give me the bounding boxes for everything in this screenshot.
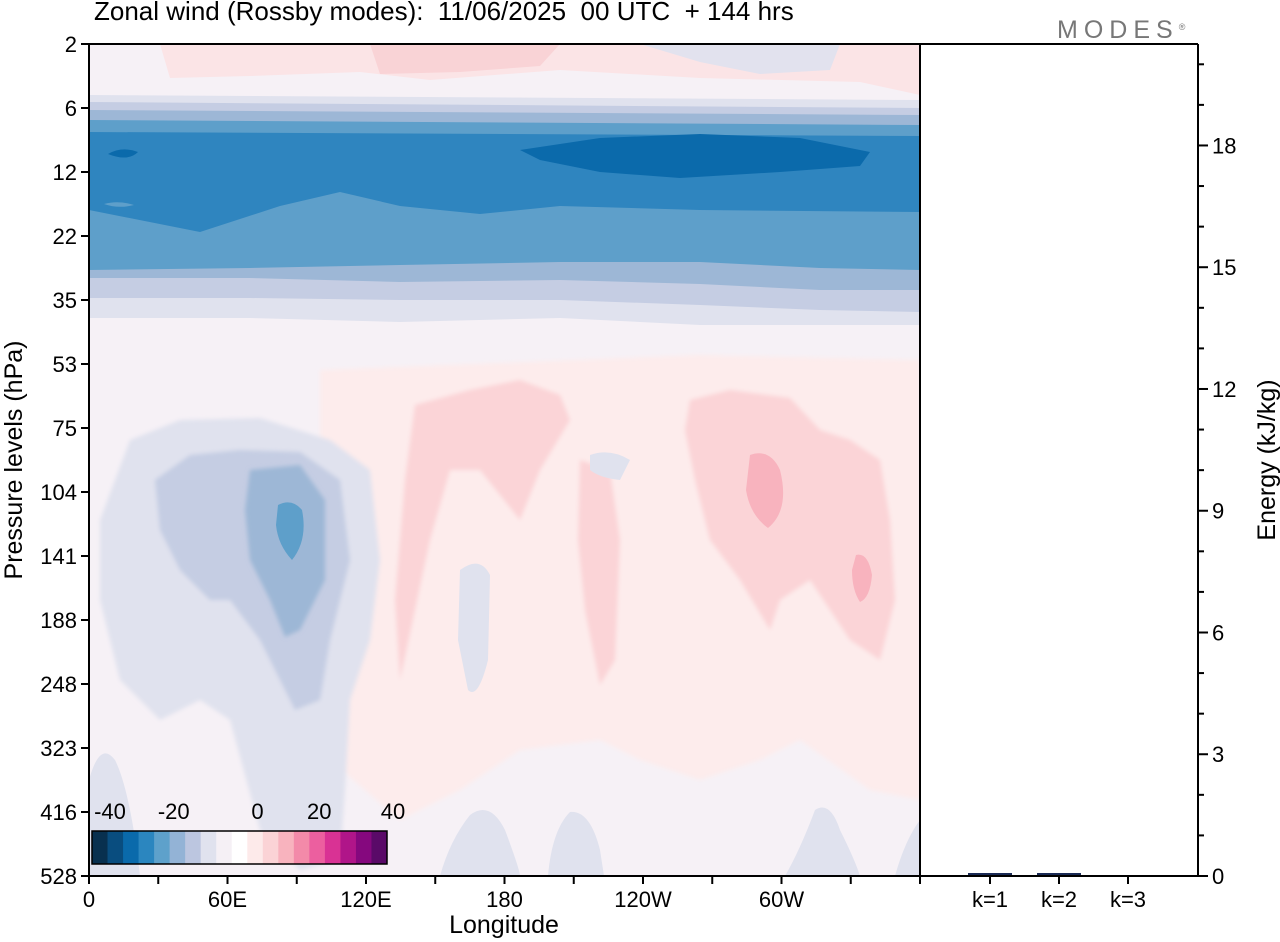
colorbar-swatch xyxy=(200,831,217,864)
energy-tick-label: 0 xyxy=(1212,864,1224,889)
contour-pos-core-2 xyxy=(852,554,872,602)
colorbar-swatch xyxy=(247,831,264,864)
contour-pos-mid-2 xyxy=(578,460,620,685)
colorbar-swatch xyxy=(340,831,357,864)
colorbar-swatch xyxy=(138,831,155,864)
y-tick-label: 528 xyxy=(40,864,77,889)
colorbar-swatch xyxy=(216,831,233,864)
x-tick-label: 180 xyxy=(486,887,523,912)
colorbar-swatch xyxy=(154,831,171,864)
contour-grey-bottom-1 xyxy=(440,810,520,876)
modes-logo: MODES® xyxy=(1057,16,1185,45)
colorbar-swatch xyxy=(231,831,248,864)
y-tick-label: 104 xyxy=(40,480,77,505)
energy-axis-title: Energy (kJ/kg) xyxy=(1253,379,1280,540)
energy-bar xyxy=(968,873,1012,875)
x-tick-label: 120E xyxy=(340,887,391,912)
energy-bar xyxy=(1037,873,1081,875)
y-tick-label: 188 xyxy=(40,608,77,633)
contour-pos-mid xyxy=(395,380,570,680)
y-axis-title: Pressure levels (hPa) xyxy=(0,341,28,580)
energy-tick-label: 12 xyxy=(1212,377,1236,402)
contour-grey-bottom-2 xyxy=(548,811,604,876)
energy-tick-label: 9 xyxy=(1212,499,1224,524)
x-tick-label: 60E xyxy=(208,887,247,912)
x-axis-title: Longitude xyxy=(449,911,559,939)
contour-grey-pocket-2 xyxy=(590,452,630,480)
registered-mark: ® xyxy=(1178,22,1186,32)
contour-neg-core xyxy=(276,502,304,560)
y-tick-label: 35 xyxy=(53,288,77,313)
x-tick-label: 0 xyxy=(83,887,95,912)
colorbar-swatch xyxy=(324,831,341,864)
x-tick-label: 60W xyxy=(759,887,804,912)
colorbar: -40 -20 0 20 40 xyxy=(91,799,405,865)
energy-tick-label: 3 xyxy=(1212,742,1224,767)
contour-jet-small-core-2 xyxy=(104,202,134,207)
contour-grey-bottom-3 xyxy=(785,807,860,876)
contour-pos-east xyxy=(685,390,895,660)
contour-grey-bottom-4 xyxy=(895,820,920,876)
contour-top-pink-core xyxy=(370,44,560,74)
colorbar-swatch xyxy=(293,831,310,864)
logo-text: MODES xyxy=(1057,16,1179,44)
y-tick-label: 75 xyxy=(53,416,77,441)
colorbar-swatch xyxy=(123,831,140,864)
contour-grey-pocket-1 xyxy=(458,563,490,692)
contour-pos-core-1 xyxy=(746,453,784,528)
pressure-axis: 2 6 12 22 35 53 75 104 141 188 248 323 416 528 xyxy=(40,32,89,889)
longitude-axis: 0 60E 120E 180 120W 60W xyxy=(83,876,921,912)
energy-tick-label: 15 xyxy=(1212,255,1236,280)
colorbar-label: 40 xyxy=(381,799,405,824)
bar-category-label: k=2 xyxy=(1041,887,1077,912)
colorbar-label: 20 xyxy=(307,799,331,824)
colorbar-label: 0 xyxy=(251,799,263,824)
energy-tick-label: 18 xyxy=(1212,133,1236,158)
colorbar-swatch xyxy=(278,831,295,864)
colorbar-swatch xyxy=(371,831,388,864)
energy-axis: 0 3 6 9 12 15 18 xyxy=(1198,63,1236,889)
colorbar-swatch xyxy=(262,831,279,864)
colorbar-swatch xyxy=(169,831,186,864)
colorbar-swatch xyxy=(355,831,372,864)
y-tick-label: 2 xyxy=(65,32,77,57)
energy-bars: k=1 k=2 k=3 xyxy=(968,873,1146,912)
zonal-wind-heatmap xyxy=(89,44,920,876)
colorbar-swatch xyxy=(185,831,202,864)
y-tick-label: 22 xyxy=(53,224,77,249)
y-tick-label: 248 xyxy=(40,672,77,697)
colorbar-label: -20 xyxy=(158,799,190,824)
y-tick-label: 416 xyxy=(40,800,77,825)
bar-category-label: k=3 xyxy=(1110,887,1146,912)
colorbar-swatch xyxy=(309,831,326,864)
y-tick-label: 12 xyxy=(53,160,77,185)
contour-top-grey xyxy=(640,44,840,74)
energy-tick-label: 6 xyxy=(1212,620,1224,645)
y-tick-label: 323 xyxy=(40,736,77,761)
colorbar-swatch xyxy=(92,831,109,864)
y-tick-label: 53 xyxy=(53,352,77,377)
contour-jet-small-core-1 xyxy=(108,149,138,158)
colorbar-label: -40 xyxy=(94,799,126,824)
colorbar-swatch xyxy=(107,831,124,864)
colorbar-frame xyxy=(91,830,388,865)
x-tick-label: 120W xyxy=(614,887,672,912)
chart-title: Zonal wind (Rossby modes): 11/06/2025 00… xyxy=(94,0,794,26)
contour-jet-core xyxy=(520,134,870,178)
y-tick-label: 141 xyxy=(40,544,77,569)
bar-category-label: k=1 xyxy=(972,887,1008,912)
y-tick-label: 6 xyxy=(65,96,77,121)
